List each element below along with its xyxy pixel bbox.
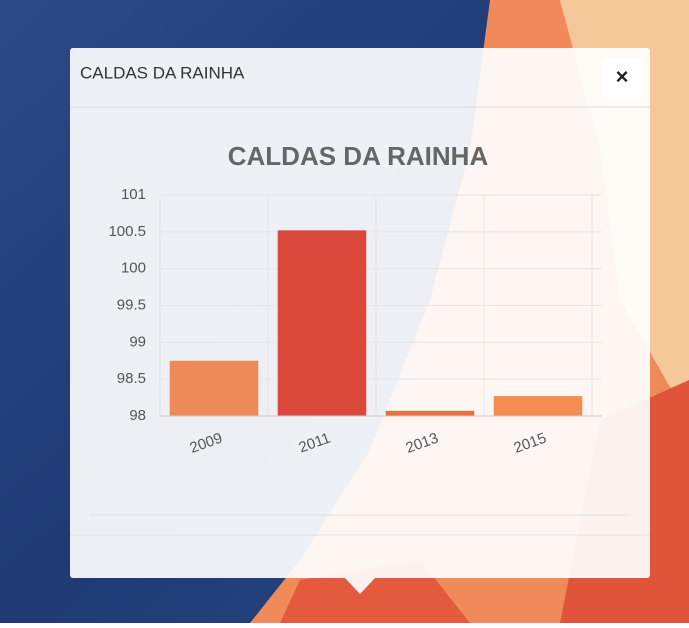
y-tick-label: 99.5: [117, 296, 146, 313]
bar: [385, 410, 475, 416]
y-tick-label: 99: [129, 333, 146, 350]
popup-title: CALDAS DA RAINHA: [80, 63, 245, 82]
bar: [277, 230, 367, 416]
popup-pointer: [345, 578, 375, 594]
chart-title: CALDAS DA RAINHA: [228, 141, 489, 171]
y-tick-label: 101: [121, 186, 146, 203]
close-icon[interactable]: ×: [616, 64, 629, 89]
y-tick-label: 98.5: [117, 370, 146, 387]
y-tick-label: 100: [121, 260, 146, 277]
y-tick-label: 98: [129, 407, 146, 424]
close-button[interactable]: [602, 58, 642, 98]
y-tick-label: 100.5: [108, 223, 146, 240]
bar: [169, 360, 259, 416]
bar: [493, 396, 583, 416]
